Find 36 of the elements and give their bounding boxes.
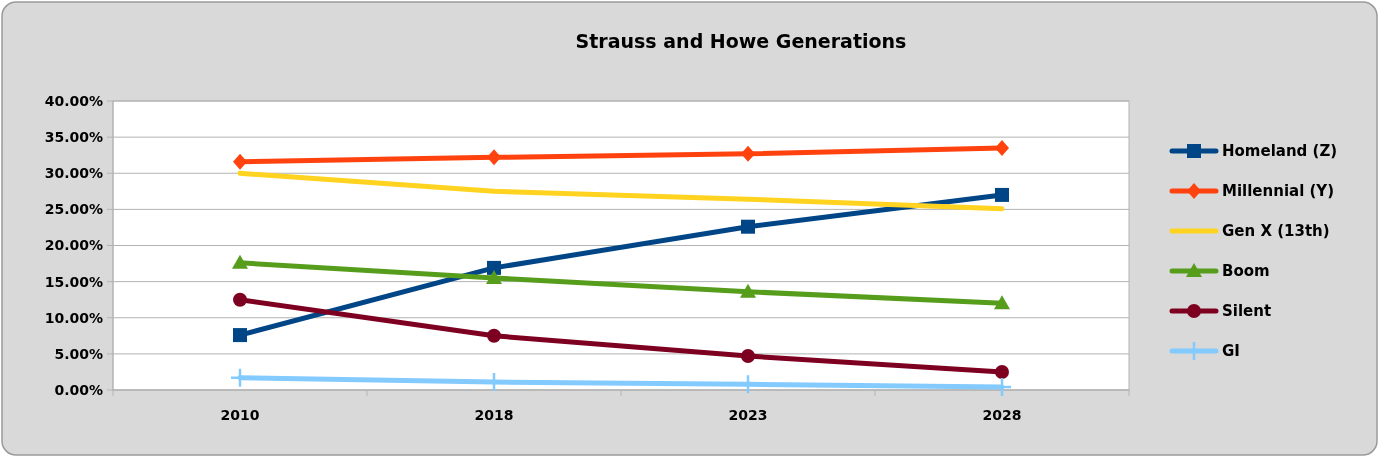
y-tick-label: 30.00% <box>44 165 103 182</box>
y-tick-label: 25.00% <box>44 201 103 218</box>
x-tick-label: 2023 <box>728 407 768 423</box>
legend-label: Gen X (13th) <box>1222 222 1330 241</box>
legend-label: Millennial (Y) <box>1222 182 1335 201</box>
legend-label: GI <box>1222 342 1240 361</box>
point <box>487 328 501 343</box>
point <box>741 219 755 234</box>
point <box>233 328 247 343</box>
y-tick-label: 15.00% <box>44 273 103 290</box>
x-tick-label: 2028 <box>982 407 1022 423</box>
chart-title: Strauss and Howe Generations <box>575 30 907 52</box>
point <box>486 270 502 285</box>
y-tick-label: 5.00% <box>54 345 103 362</box>
point <box>994 295 1010 310</box>
legend-label: Silent <box>1222 302 1272 321</box>
point <box>233 153 247 170</box>
legend-label: Homeland (Z) <box>1222 142 1338 161</box>
point <box>487 260 501 275</box>
point <box>741 145 755 162</box>
y-tick-label: 0.00% <box>54 381 103 398</box>
point <box>740 283 756 298</box>
x-tick-label: 2010 <box>220 407 260 423</box>
y-tick-label: 40.00% <box>44 92 103 109</box>
point <box>995 139 1009 156</box>
y-tick-label: 10.00% <box>44 309 103 326</box>
y-tick-label: 20.00% <box>44 237 103 254</box>
point <box>487 149 501 166</box>
point <box>233 292 247 307</box>
point <box>232 254 248 269</box>
point <box>995 187 1009 202</box>
point <box>741 349 755 364</box>
y-tick-label: 35.00% <box>44 129 103 146</box>
point <box>995 364 1009 379</box>
x-tick-label: 2018 <box>474 407 514 423</box>
legend-label: Boom <box>1222 262 1270 281</box>
